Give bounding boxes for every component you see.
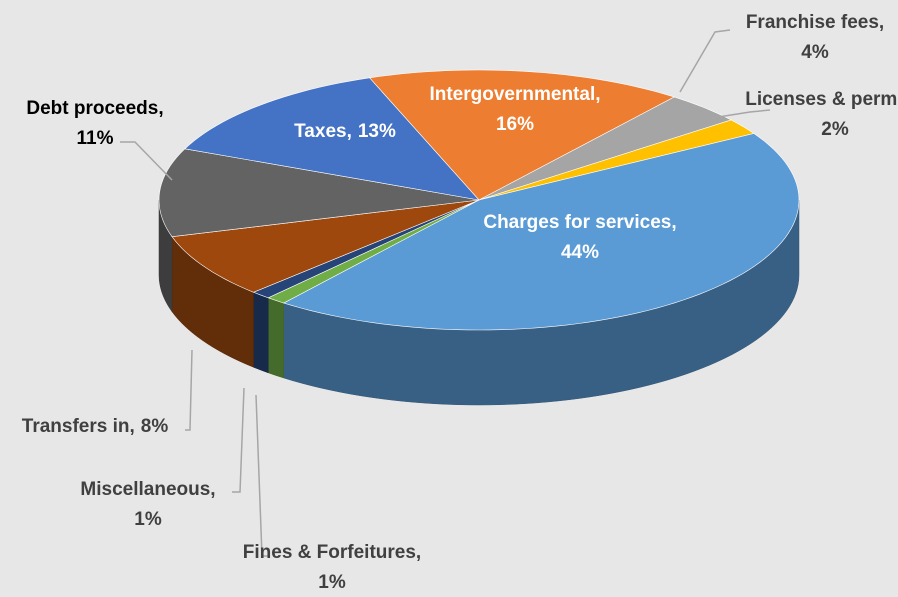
leader-line <box>232 387 245 493</box>
category-label: Licenses & permits, <box>745 89 898 110</box>
data-label: Fines & Forfeitures, 1% <box>243 542 421 593</box>
leader-line <box>679 29 731 93</box>
data-label: Charges for services, 44% <box>483 212 676 263</box>
data-label: Debt proceeds, 11% <box>26 98 163 149</box>
data-label: Franchise fees, 4% <box>746 12 884 63</box>
category-label: Taxes, <box>294 121 352 142</box>
leader-line <box>120 141 173 181</box>
data-label: Miscellaneous, 1% <box>80 479 215 530</box>
category-label: Debt proceeds, <box>26 98 163 119</box>
slice <box>368 69 676 201</box>
value-label: 1% <box>318 572 346 593</box>
slice <box>282 133 800 331</box>
category-label: Intergovernmental, <box>429 84 600 105</box>
value-label: 11% <box>77 128 114 149</box>
slice <box>184 77 480 201</box>
leader-line <box>711 109 771 119</box>
category-label: Franchise fees, <box>746 12 884 33</box>
leader-line <box>185 349 193 431</box>
data-label: Transfers in, 8% <box>22 416 169 437</box>
category-label: Charges for services, <box>483 212 676 233</box>
slice-side <box>253 291 269 374</box>
category-label: Transfers in, <box>22 416 135 437</box>
value-label: 8% <box>141 416 169 437</box>
data-label: Licenses & permits, 2% <box>745 89 898 140</box>
value-label: 44% <box>561 242 599 263</box>
category-label: Fines & Forfeitures, <box>243 542 421 563</box>
slice <box>171 199 480 293</box>
slice <box>158 148 480 238</box>
slice <box>478 96 732 201</box>
value-label: 13% <box>358 121 396 142</box>
value-label: 4% <box>801 42 829 63</box>
slice-side <box>267 297 285 379</box>
category-label: Miscellaneous, <box>80 479 215 500</box>
value-label: 16% <box>496 114 534 135</box>
value-label: 2% <box>821 119 849 140</box>
value-label: 1% <box>134 509 162 530</box>
data-label: Intergovernmental, 16% <box>429 84 600 135</box>
data-label: Taxes, 13% <box>294 121 396 142</box>
leader-line <box>255 394 268 557</box>
